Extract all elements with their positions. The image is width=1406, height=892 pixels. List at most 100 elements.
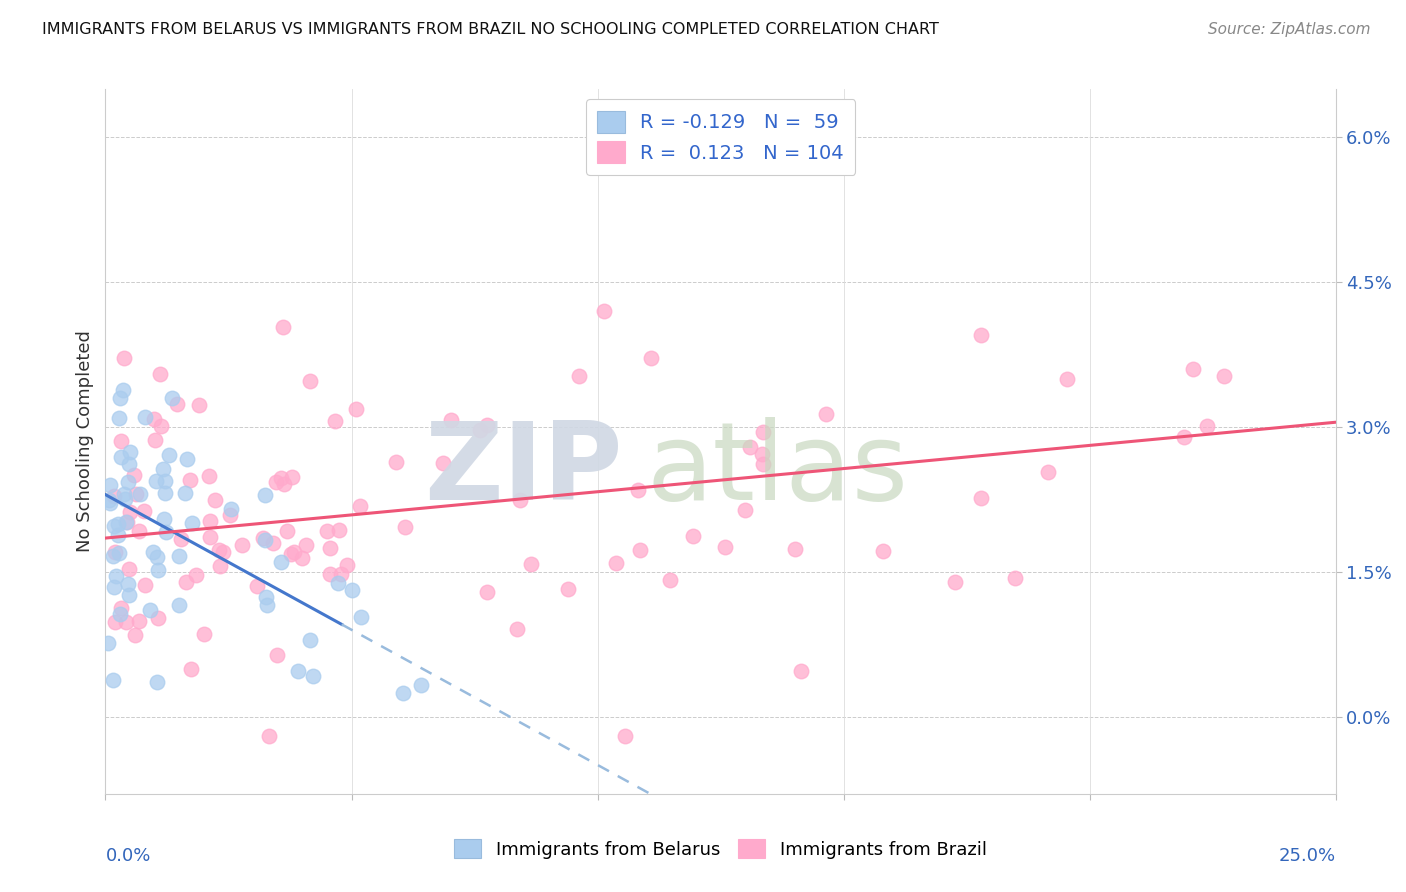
Immigrants from Brazil	[124, 628, 146, 642]
Immigrants from Brazil	[1173, 430, 1195, 444]
Immigrants from Brazil	[440, 413, 463, 427]
Immigrants from Brazil	[266, 648, 288, 662]
Text: ZIP: ZIP	[423, 417, 621, 523]
Immigrants from Belarus	[134, 410, 156, 425]
Immigrants from Belarus	[110, 450, 132, 464]
Immigrants from Brazil	[208, 543, 231, 558]
Immigrants from Brazil	[280, 470, 302, 484]
Immigrants from Brazil	[752, 457, 775, 471]
Immigrants from Brazil	[785, 541, 807, 556]
Immigrants from Brazil	[212, 545, 235, 559]
Immigrants from Belarus	[108, 607, 131, 622]
Immigrants from Brazil	[336, 558, 359, 572]
Immigrants from Belarus	[340, 582, 363, 597]
Immigrants from Brazil	[506, 622, 529, 636]
Immigrants from Belarus	[101, 549, 124, 563]
Immigrants from Brazil	[315, 524, 337, 538]
Immigrants from Brazil	[246, 579, 269, 593]
Immigrants from Belarus	[107, 516, 129, 531]
Immigrants from Brazil	[815, 407, 838, 421]
Immigrants from Belarus	[105, 569, 128, 583]
Immigrants from Brazil	[149, 367, 172, 381]
Immigrants from Brazil	[969, 491, 991, 505]
Immigrants from Belarus	[256, 598, 278, 612]
Immigrants from Brazil	[394, 520, 416, 534]
Immigrants from Brazil	[112, 351, 135, 365]
Immigrants from Belarus	[118, 457, 141, 471]
Immigrants from Brazil	[1181, 362, 1204, 376]
Immigrants from Belarus	[174, 486, 197, 500]
Immigrants from Brazil	[640, 351, 662, 365]
Immigrants from Brazil	[103, 490, 125, 504]
Immigrants from Belarus	[169, 549, 191, 564]
Immigrants from Brazil	[295, 537, 318, 551]
Immigrants from Belarus	[139, 603, 162, 617]
Immigrants from Brazil	[468, 423, 491, 437]
Immigrants from Belarus	[146, 674, 169, 689]
Immigrants from Brazil	[174, 574, 197, 589]
Immigrants from Brazil	[1213, 368, 1236, 383]
Immigrants from Brazil	[740, 440, 762, 454]
Immigrants from Brazil	[943, 574, 966, 589]
Immigrants from Belarus	[155, 486, 177, 500]
Text: 0.0%: 0.0%	[105, 847, 150, 864]
Immigrants from Brazil	[557, 582, 579, 596]
Immigrants from Brazil	[198, 530, 221, 544]
Immigrants from Brazil	[509, 493, 531, 508]
Immigrants from Brazil	[187, 398, 209, 412]
Immigrants from Belarus	[117, 588, 139, 602]
Text: 25.0%: 25.0%	[1278, 847, 1336, 864]
Immigrants from Brazil	[128, 614, 150, 628]
Immigrants from Belarus	[128, 487, 150, 501]
Immigrants from Brazil	[252, 531, 274, 545]
Immigrants from Brazil	[1056, 372, 1078, 386]
Immigrants from Brazil	[115, 515, 138, 529]
Immigrants from Brazil	[118, 562, 141, 576]
Immigrants from Belarus	[98, 492, 121, 507]
Immigrants from Belarus	[98, 496, 121, 510]
Immigrants from Belarus	[326, 576, 349, 591]
Immigrants from Brazil	[752, 425, 775, 440]
Text: IMMIGRANTS FROM BELARUS VS IMMIGRANTS FROM BRAZIL NO SCHOOLING COMPLETED CORRELA: IMMIGRANTS FROM BELARUS VS IMMIGRANTS FR…	[42, 22, 939, 37]
Immigrants from Brazil	[319, 541, 342, 555]
Immigrants from Brazil	[291, 550, 314, 565]
Immigrants from Belarus	[180, 516, 202, 531]
Immigrants from Brazil	[659, 573, 682, 587]
Immigrants from Belarus	[97, 635, 120, 649]
Immigrants from Brazil	[592, 303, 614, 318]
Immigrants from Brazil	[970, 327, 993, 342]
Immigrants from Brazil	[682, 529, 704, 543]
Immigrants from Brazil	[179, 473, 201, 487]
Immigrants from Brazil	[257, 729, 280, 743]
Immigrants from Brazil	[104, 545, 127, 559]
Text: Source: ZipAtlas.com: Source: ZipAtlas.com	[1208, 22, 1371, 37]
Immigrants from Belarus	[108, 391, 131, 405]
Immigrants from Belarus	[153, 474, 176, 488]
Immigrants from Brazil	[872, 544, 894, 558]
Immigrants from Belarus	[146, 549, 169, 564]
Immigrants from Brazil	[115, 615, 138, 629]
Immigrants from Brazil	[197, 469, 219, 483]
Immigrants from Brazil	[477, 418, 499, 433]
Immigrants from Brazil	[751, 448, 773, 462]
Immigrants from Belarus	[112, 487, 135, 501]
Immigrants from Belarus	[392, 686, 415, 700]
Immigrants from Belarus	[219, 502, 242, 516]
Immigrants from Brazil	[344, 402, 367, 417]
Immigrants from Belarus	[254, 590, 277, 604]
Immigrants from Belarus	[108, 411, 131, 425]
Immigrants from Belarus	[117, 475, 139, 489]
Immigrants from Brazil	[790, 665, 813, 679]
Immigrants from Brazil	[104, 615, 127, 630]
Immigrants from Brazil	[323, 414, 346, 428]
Immigrants from Brazil	[1038, 465, 1060, 479]
Immigrants from Brazil	[262, 535, 284, 549]
Immigrants from Brazil	[219, 508, 242, 523]
Immigrants from Belarus	[287, 664, 309, 678]
Immigrants from Belarus	[153, 512, 176, 526]
Text: atlas: atlas	[647, 417, 908, 523]
Immigrants from Brazil	[519, 558, 541, 572]
Immigrants from Belarus	[145, 475, 167, 489]
Immigrants from Brazil	[605, 556, 627, 570]
Immigrants from Brazil	[128, 524, 150, 538]
